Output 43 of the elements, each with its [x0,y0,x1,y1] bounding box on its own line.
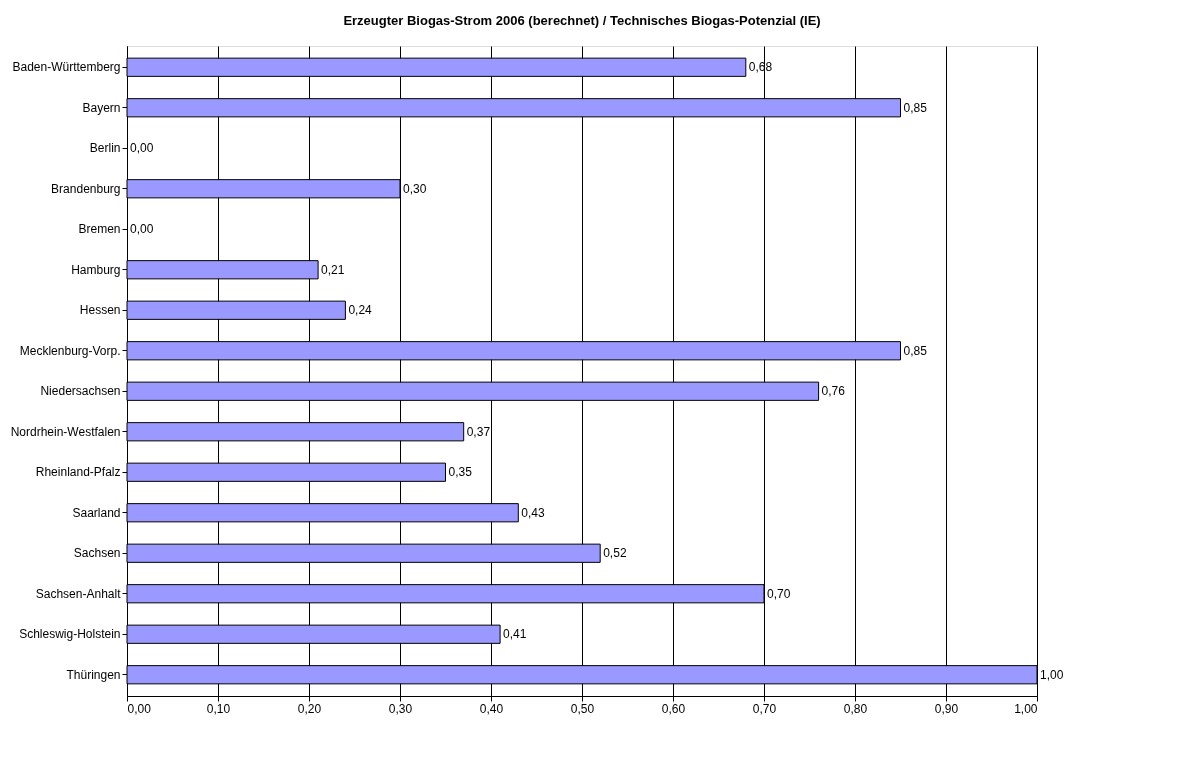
data-label: 0,00 [130,141,154,156]
chart-title: Erzeugter Biogas-Strom 2006 (berechnet) / Technisches Biogas-Potenzial (IE) [343,13,821,28]
data-label: 0,43 [521,505,545,520]
data-label: 0,85 [903,343,928,358]
x-tick-label: 0,90 [934,701,959,716]
y-tick-label: Bayern [82,100,121,115]
x-tick-label: 0,00 [127,701,152,716]
data-label: 0,00 [130,222,154,237]
data-label: 0,41 [503,627,527,642]
data-label: 0,21 [321,262,345,277]
y-tick-label: Mecklenburg-Vorp. [19,343,121,358]
data-label: 0,52 [603,546,627,561]
y-tick-label: Niedersachsen [40,384,121,399]
y-tick-label: Schleswig-Holstein [19,627,121,642]
data-label: 0,37 [466,424,491,439]
data-label: 1,00 [1040,667,1064,682]
x-tick-label: 1,00 [1014,701,1038,716]
y-tick-label: Brandenburg [51,181,121,196]
y-tick-label: Baden-Württemberg [12,60,121,75]
x-tick-label: 0,80 [843,701,868,716]
y-tick-label: Nordrhein-Westfalen [10,424,121,439]
y-tick-label: Thüringen [66,667,121,682]
x-tick-label: 0,20 [297,701,322,716]
x-tick-label: 0,50 [570,701,595,716]
y-tick-label: Hessen [79,303,121,318]
x-tick-label: 0,60 [661,701,686,716]
y-tick-label: Rheinland-Pfalz [35,465,121,480]
y-tick-label: Saarland [72,505,121,520]
x-tick-label: 0,70 [752,701,777,716]
data-label: 0,70 [767,586,791,601]
y-tick-label: Sachsen-Anhalt [35,586,122,601]
x-tick-label: 0,10 [206,701,231,716]
y-tick-label: Berlin [89,141,121,156]
data-label: 0,85 [903,100,928,115]
y-tick-label: Hamburg [71,262,121,277]
data-label: 0,24 [348,303,373,318]
data-label: 0,30 [403,181,427,196]
y-tick-label: Sachsen [73,546,121,561]
data-label: 0,76 [821,384,846,399]
y-tick-label: Bremen [78,222,121,237]
data-label: 0,35 [448,465,473,480]
x-tick-label: 0,40 [479,701,504,716]
x-tick-label: 0,30 [388,701,413,716]
